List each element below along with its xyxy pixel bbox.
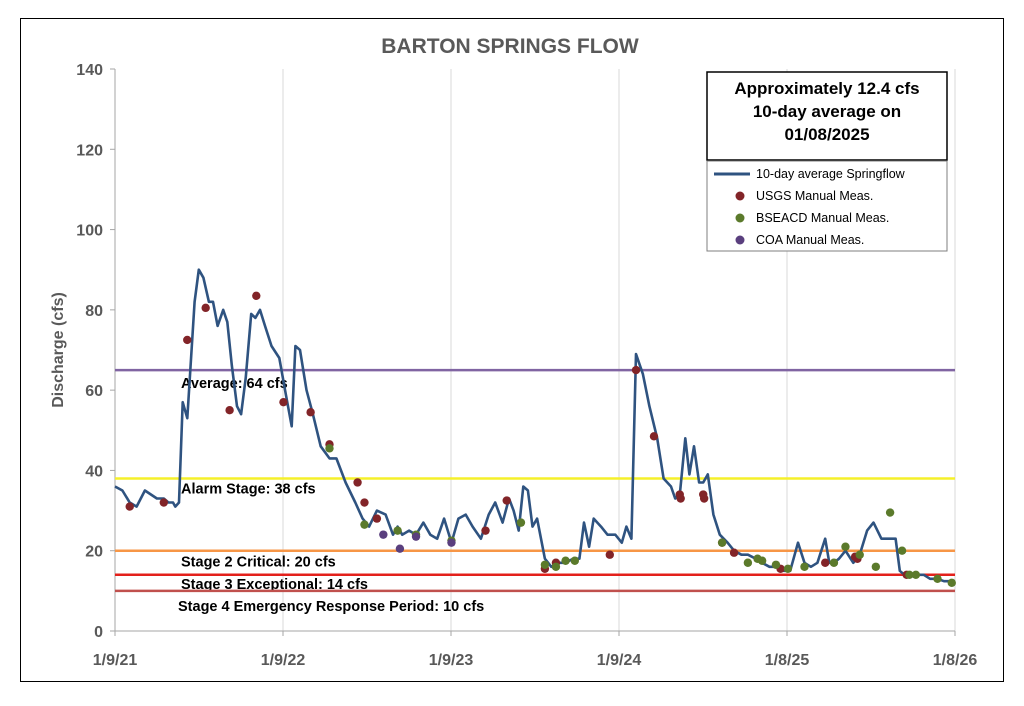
measurement-point xyxy=(885,508,895,517)
measurement-point xyxy=(821,558,830,567)
measurement-point xyxy=(933,574,942,584)
measurement-point xyxy=(516,518,526,527)
legend-label-usgs: USGS Manual Meas. xyxy=(756,189,873,203)
measurement-point xyxy=(306,408,315,417)
y-tick-labels: 0 20 40 60 80 100 120 140 xyxy=(76,62,115,641)
measurement-point xyxy=(395,544,405,553)
reference-line-label: Stage 3 Exceptional: 14 cfs xyxy=(181,577,368,593)
measurement-point xyxy=(676,494,685,503)
measurement-point xyxy=(372,514,382,523)
x-tick-label: 1/9/21 xyxy=(93,652,138,669)
measurement-point xyxy=(783,564,793,573)
x-tick-label: 1/9/23 xyxy=(429,652,474,669)
measurement-point xyxy=(871,562,881,571)
measurement-point xyxy=(551,562,561,571)
measurement-point xyxy=(699,494,709,503)
measurement-point xyxy=(649,432,659,441)
measurement-point xyxy=(800,562,809,571)
measurement-point xyxy=(717,538,727,547)
measurement-point xyxy=(911,570,921,579)
measurement-point xyxy=(360,520,369,529)
measurement-point xyxy=(201,303,210,313)
x-tick-label: 1/9/24 xyxy=(597,652,642,669)
measurement-point xyxy=(829,558,839,567)
measurement-point xyxy=(605,550,614,559)
note-line-1: Approximately 12.4 cfs xyxy=(734,79,919,98)
x-tick-label: 1/8/26 xyxy=(933,652,978,669)
measurement-point xyxy=(447,538,456,547)
measurement-point xyxy=(502,496,511,505)
measurement-point xyxy=(841,542,850,551)
reference-line-label: Alarm Stage: 38 cfs xyxy=(181,481,316,497)
x-tick-label: 1/9/22 xyxy=(261,652,306,669)
measurement-point xyxy=(159,498,168,507)
note-line-3: 01/08/2025 xyxy=(784,125,869,144)
measurement-point xyxy=(481,526,490,535)
measurement-point xyxy=(379,530,388,539)
y-tick-label: 80 xyxy=(85,303,103,320)
measurement-point xyxy=(905,570,914,579)
measurement-point xyxy=(252,291,261,301)
measurement-point xyxy=(743,558,753,567)
measurement-point xyxy=(570,556,580,565)
y-tick-label: 120 xyxy=(76,142,103,159)
y-tick-label: 40 xyxy=(85,463,103,480)
measurement-point xyxy=(353,478,362,487)
y-tick-label: 100 xyxy=(76,223,103,240)
reference-line-label: Stage 4 Emergency Response Period: 10 cf… xyxy=(178,599,484,615)
measurement-point xyxy=(325,444,334,453)
legend-coa-swatch xyxy=(735,235,745,245)
measurement-point xyxy=(947,578,956,588)
measurement-point xyxy=(897,546,907,555)
measurement-point xyxy=(225,406,234,415)
reference-line-label: Stage 2 Critical: 20 cfs xyxy=(181,555,336,571)
measurement-point xyxy=(855,550,864,559)
measurement-point xyxy=(631,365,641,375)
legend-usgs-swatch xyxy=(735,191,745,201)
note-line-2: 10-day average on xyxy=(753,102,901,121)
measurement-point xyxy=(183,335,192,345)
legend-label-bseacd: BSEACD Manual Meas. xyxy=(756,211,889,225)
measurement-point xyxy=(411,532,421,541)
legend-label-springflow: 10-day average Springflow xyxy=(756,167,906,181)
y-axis-label: Discharge (cfs) xyxy=(50,292,67,408)
legend-bseacd-swatch xyxy=(735,213,745,223)
measurement-point xyxy=(540,560,550,569)
x-tick-label: 1/8/25 xyxy=(765,652,810,669)
legend-box xyxy=(706,160,948,252)
measurement-points xyxy=(125,291,956,588)
legend-label-coa: COA Manual Meas. xyxy=(756,233,864,247)
measurement-point xyxy=(360,498,369,507)
y-tick-label: 140 xyxy=(76,62,103,79)
chart-title: BARTON SPRINGS FLOW xyxy=(381,35,639,58)
measurement-point xyxy=(279,397,288,407)
chart-frame xyxy=(20,18,1004,682)
y-tick-label: 60 xyxy=(85,383,103,400)
measurement-point xyxy=(757,556,767,565)
x-tick-labels: 1/9/21 1/9/22 1/9/23 1/9/24 1/8/25 1/8/26 xyxy=(93,631,978,669)
measurement-point xyxy=(771,560,781,569)
measurement-point xyxy=(729,548,739,557)
measurement-point xyxy=(561,556,570,565)
legend: 10-day average Springflow USGS Manual Me… xyxy=(706,160,948,252)
measurement-point xyxy=(125,502,134,511)
y-tick-label: 20 xyxy=(85,544,103,561)
y-tick-label: 0 xyxy=(94,624,103,641)
note-box xyxy=(706,71,948,161)
measurement-point xyxy=(393,526,402,535)
